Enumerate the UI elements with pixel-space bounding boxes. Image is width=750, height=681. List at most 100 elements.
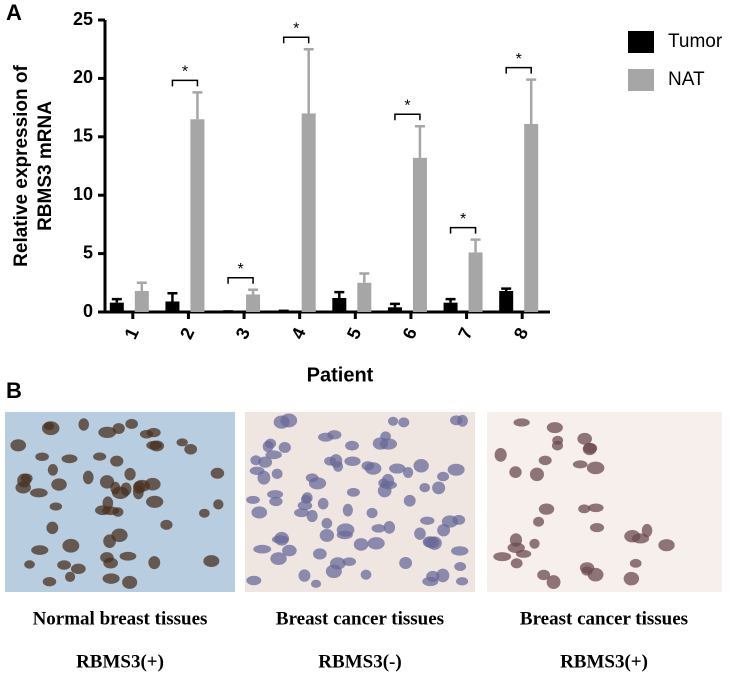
nucleus bbox=[42, 576, 57, 587]
error-bar bbox=[470, 238, 481, 253]
nucleus bbox=[342, 503, 353, 517]
nucleus bbox=[452, 514, 466, 525]
nucleus bbox=[61, 454, 78, 464]
nucleus bbox=[110, 455, 124, 467]
y-label-line: Relative expression of bbox=[11, 64, 32, 266]
nucleus bbox=[319, 528, 335, 542]
nucleus bbox=[51, 478, 67, 491]
nucleus bbox=[329, 557, 346, 570]
nucleus bbox=[631, 533, 650, 544]
nucleus bbox=[17, 473, 31, 488]
caption: RBMS3(+) bbox=[560, 651, 648, 672]
nucleus bbox=[306, 509, 318, 523]
nucleus bbox=[398, 417, 410, 428]
legend-swatch bbox=[628, 69, 654, 91]
nucleus bbox=[414, 527, 426, 540]
nucleus bbox=[308, 477, 327, 490]
y-tick-label: 25 bbox=[73, 9, 93, 29]
nucleus bbox=[623, 571, 640, 586]
nucleus bbox=[383, 521, 396, 534]
nucleus bbox=[313, 548, 327, 560]
nucleus bbox=[269, 496, 283, 507]
nucleus bbox=[403, 466, 414, 478]
error-bar bbox=[303, 47, 314, 114]
nucleus bbox=[253, 544, 272, 554]
nucleus bbox=[111, 486, 130, 499]
nucleus bbox=[24, 560, 35, 569]
nucleus bbox=[43, 422, 55, 431]
y-tick-label: 10 bbox=[73, 184, 93, 204]
nucleus bbox=[10, 439, 27, 452]
y-tick-label: 20 bbox=[73, 67, 93, 87]
nucleus bbox=[294, 508, 309, 518]
nucleus bbox=[249, 466, 265, 475]
nucleus bbox=[387, 416, 399, 426]
nucleus bbox=[98, 426, 117, 439]
nucleus bbox=[262, 440, 274, 453]
nucleus bbox=[578, 504, 591, 514]
nucleus bbox=[246, 575, 262, 586]
error-bar bbox=[167, 292, 178, 302]
x-axis-label: Patient bbox=[307, 364, 374, 386]
nucleus bbox=[93, 452, 107, 461]
error-bar bbox=[501, 287, 512, 291]
nucleus bbox=[82, 470, 94, 485]
nucleus bbox=[344, 456, 361, 466]
nucleus bbox=[367, 537, 385, 550]
micrograph bbox=[487, 412, 722, 592]
error-bar bbox=[136, 281, 147, 291]
significance-label: * bbox=[460, 211, 466, 228]
nucleus bbox=[203, 555, 220, 568]
nucleus bbox=[629, 558, 642, 568]
nucleus bbox=[176, 438, 188, 447]
nucleus bbox=[122, 575, 138, 589]
nucleus bbox=[456, 577, 469, 586]
nucleus bbox=[35, 452, 49, 461]
nucleus bbox=[426, 570, 440, 582]
significance-label: * bbox=[404, 98, 410, 115]
nucleus bbox=[538, 503, 555, 515]
error-bar bbox=[414, 125, 425, 158]
nucleus bbox=[213, 499, 224, 510]
error-bar bbox=[334, 290, 345, 298]
nucleus bbox=[403, 494, 416, 507]
x-tick-label: 6 bbox=[399, 325, 421, 343]
nucleus bbox=[246, 495, 260, 504]
nucleus bbox=[588, 503, 604, 513]
nucleus bbox=[132, 485, 144, 500]
nucleus bbox=[144, 477, 161, 491]
micrograph bbox=[5, 412, 235, 592]
nucleus bbox=[342, 557, 357, 566]
nucleus bbox=[62, 538, 80, 553]
nucleus bbox=[251, 506, 268, 519]
nucleus bbox=[529, 467, 545, 482]
caption: Normal breast tissues bbox=[33, 608, 208, 629]
error-bar bbox=[359, 272, 370, 283]
panel-label: B bbox=[6, 378, 22, 403]
nucleus bbox=[589, 523, 605, 533]
nucleus bbox=[587, 567, 604, 582]
nucleus bbox=[399, 557, 413, 569]
nucleus bbox=[529, 538, 540, 549]
caption: RBMS3(+) bbox=[76, 651, 164, 672]
nucleus bbox=[139, 429, 154, 439]
nucleus bbox=[47, 464, 58, 476]
nucleus bbox=[346, 487, 360, 497]
nucleus bbox=[538, 455, 552, 466]
nucleus bbox=[413, 459, 429, 473]
nucleus bbox=[423, 536, 440, 549]
y-label-line: RBMS3 mRNA bbox=[35, 101, 56, 231]
nucleus bbox=[65, 571, 76, 582]
bar bbox=[134, 290, 149, 312]
nucleus bbox=[273, 415, 290, 429]
nucleus bbox=[78, 418, 89, 431]
nucleus bbox=[318, 432, 334, 442]
bar bbox=[357, 282, 372, 312]
nucleus bbox=[184, 444, 198, 455]
nucleus bbox=[493, 552, 512, 562]
nucleus bbox=[546, 575, 561, 590]
error-bar bbox=[526, 78, 537, 124]
nucleus bbox=[317, 497, 329, 510]
legend-label: Tumor bbox=[668, 31, 723, 52]
nucleus bbox=[371, 524, 386, 533]
